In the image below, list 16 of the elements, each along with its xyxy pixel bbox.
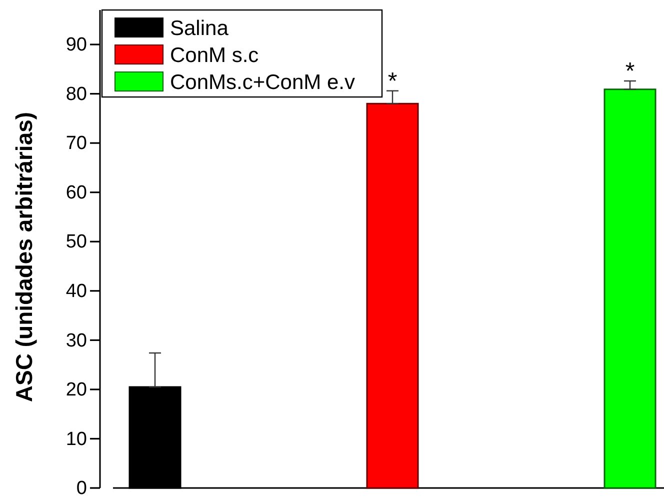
y-tick-label: 10 bbox=[66, 428, 87, 450]
y-axis-title: ASC (unidades arbitrárias) bbox=[11, 112, 37, 402]
legend-label: ConMs.c+ConM e.v bbox=[170, 70, 356, 94]
data-label: * bbox=[388, 68, 398, 95]
y-tick-label: 60 bbox=[66, 182, 87, 204]
legend-label: Salina bbox=[170, 16, 229, 40]
y-tick-label: 30 bbox=[66, 330, 87, 352]
y-tick-label: 50 bbox=[66, 232, 87, 253]
y-tick-label: 70 bbox=[66, 133, 87, 154]
y-tick-label: 0 bbox=[76, 478, 87, 500]
y-tick-label: 80 bbox=[66, 84, 87, 105]
y-tick-label: 90 bbox=[66, 34, 87, 56]
y-tick-label: 20 bbox=[66, 380, 87, 401]
y-tick-label: 40 bbox=[66, 280, 87, 302]
legend-label: ConM s.c bbox=[170, 44, 259, 67]
data-label: * bbox=[625, 58, 635, 85]
